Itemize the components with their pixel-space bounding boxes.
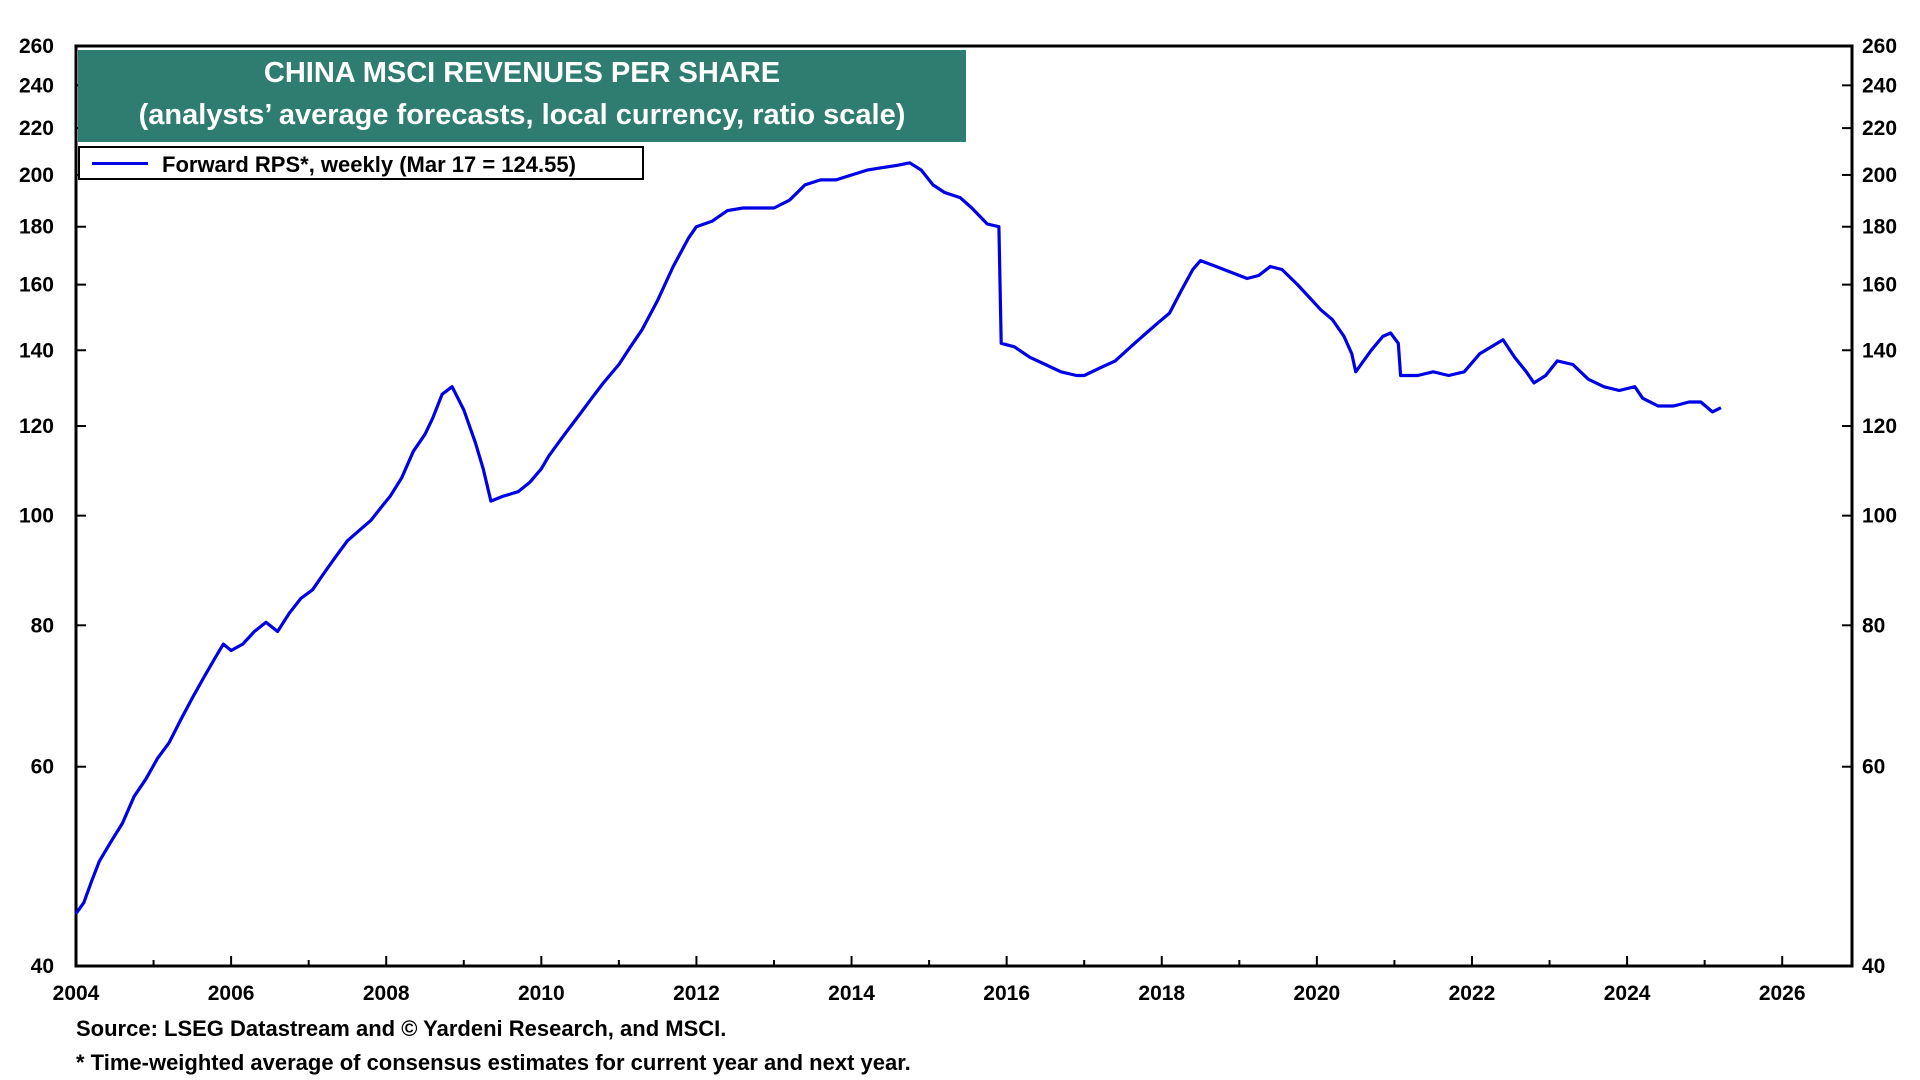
y-tick-label-left: 220: [19, 117, 54, 140]
x-tick-label: 2014: [828, 982, 875, 1005]
x-tick-label: 2020: [1294, 982, 1341, 1005]
y-tick-label-left: 100: [19, 505, 54, 528]
footnote: * Time-weighted average of consensus est…: [76, 1050, 911, 1075]
x-tick-label: 2026: [1759, 982, 1806, 1005]
x-tick-label: 2008: [363, 982, 410, 1005]
y-axis-right: 40 60 80 100 120 140 160 180 200 220 240 260: [1842, 35, 1897, 978]
x-tick-label: 2012: [673, 982, 720, 1005]
y-tick-label-right: 180: [1862, 216, 1897, 239]
y-tick-label-left: 120: [19, 415, 54, 438]
y-tick-label-right: 220: [1862, 117, 1897, 140]
y-tick-label-right: 120: [1862, 415, 1897, 438]
y-tick-label-left: 40: [31, 955, 54, 978]
y-tick-label-left: 200: [19, 164, 54, 187]
y-tick-label-right: 100: [1862, 505, 1897, 528]
y-tick-label-right: 140: [1862, 339, 1897, 362]
y-tick-label-left: 80: [31, 614, 54, 637]
x-tick-label: 2010: [518, 982, 565, 1005]
legend-swatch: [92, 162, 148, 165]
y-tick-label-right: 60: [1862, 756, 1885, 779]
y-tick-label-left: 260: [19, 35, 54, 58]
x-tick-label: 2022: [1449, 982, 1496, 1005]
y-tick-label-right: 260: [1862, 35, 1897, 58]
x-tick-label: 2006: [208, 982, 255, 1005]
y-tick-label-right: 80: [1862, 614, 1885, 637]
y-tick-label-right: 200: [1862, 164, 1897, 187]
plot-frame: [74, 44, 1854, 968]
y-tick-label-right: 240: [1862, 74, 1897, 97]
y-tick-label-left: 240: [19, 74, 54, 97]
series-line-forward-rps: [74, 161, 1722, 915]
y-tick-label-left: 160: [19, 274, 54, 297]
chart-title: CHINA MSCI REVENUES PER SHARE: [263, 57, 781, 89]
y-tick-label-left: 60: [31, 756, 54, 779]
y-tick-label-left: 180: [19, 216, 54, 239]
x-tick-label: 2004: [53, 982, 100, 1005]
legend: Forward RPS*, weekly (Mar 17 = 124.55): [78, 146, 644, 180]
x-tick-label: 2016: [983, 982, 1030, 1005]
y-tick-label-right: 40: [1862, 955, 1885, 978]
chart-title-box: CHINA MSCI REVENUES PER SHARE (analysts’…: [78, 50, 966, 142]
y-tick-label-left: 140: [19, 339, 54, 362]
x-tick-label: 2018: [1138, 982, 1185, 1005]
x-tick-label: 2024: [1604, 982, 1651, 1005]
legend-label: Forward RPS*, weekly (Mar 17 = 124.55): [162, 152, 576, 177]
y-tick-label-right: 160: [1862, 274, 1897, 297]
x-axis: 2004 2006 2008 2010 2012 2014 2016 2018 2020 2022…: [53, 956, 1806, 1005]
source-note: Source: LSEG Datastream and © Yardeni Re…: [76, 1016, 727, 1041]
y-axis-left: 40 60 80 100 120 140 160 180 200 220 240 260: [19, 35, 86, 978]
chart-subtitle: (analysts’ average forecasts, local curr…: [138, 99, 906, 131]
